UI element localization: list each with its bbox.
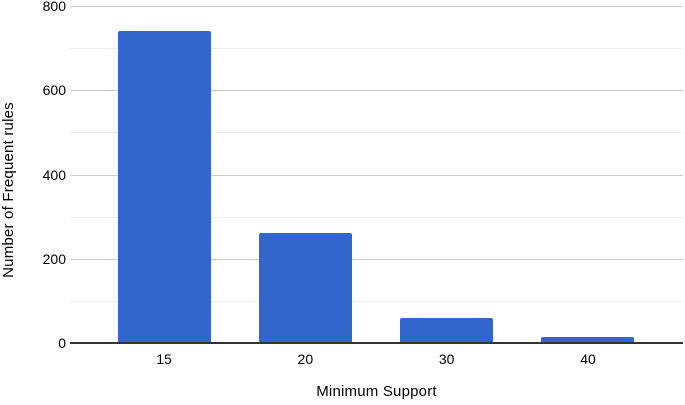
y-tick-label: 600 — [42, 82, 66, 99]
y-tick-label: 200 — [42, 250, 66, 267]
y-tick-label: 800 — [42, 0, 66, 14]
major-gridline — [70, 90, 683, 92]
bar-15 — [117, 31, 211, 343]
x-tick-label: 30 — [438, 351, 455, 367]
bar-30 — [400, 317, 494, 343]
x-tick-label: 40 — [580, 351, 596, 367]
minor-gridline — [70, 216, 683, 218]
x-tick-label: 15 — [156, 351, 172, 367]
major-gridline — [70, 6, 683, 7]
bar-40 — [541, 336, 635, 343]
minor-gridline — [70, 48, 683, 50]
minor-gridline — [70, 132, 683, 134]
y-tick-label: 400 — [42, 166, 66, 183]
x-axis-title: Minimum Support — [316, 383, 437, 400]
x-tick-label: 20 — [297, 351, 314, 367]
y-tick-label: 0 — [58, 335, 66, 351]
x-axis-line — [70, 342, 683, 344]
major-gridline — [70, 174, 683, 176]
bar-20 — [258, 233, 352, 343]
major-gridline — [70, 258, 683, 260]
minor-gridline — [70, 300, 683, 302]
